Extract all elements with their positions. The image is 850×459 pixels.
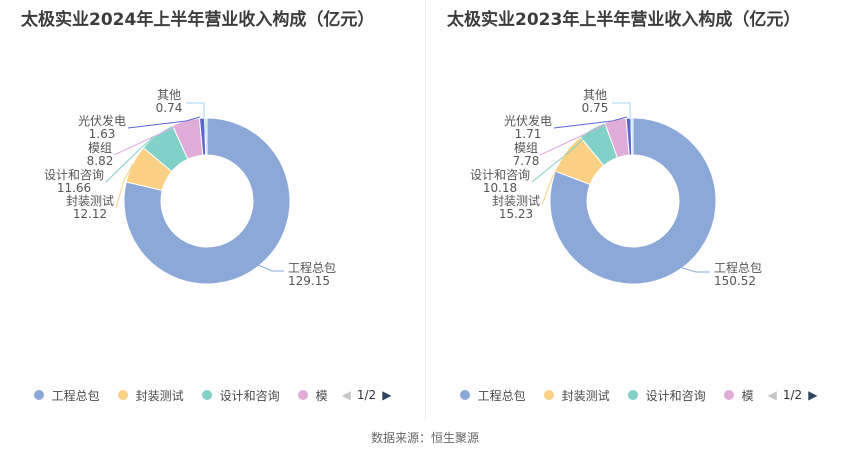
callout-value: 8.82 (86, 154, 114, 168)
chart-title-2023: 太极实业2023年上半年营业收入构成（亿元） (447, 10, 801, 30)
callout-module: 模组 8.82 (87, 142, 114, 168)
legend-page-indicator: 1/2 (782, 388, 803, 402)
callout-package: 封装测试 12.12 (66, 195, 114, 221)
legend-item-design[interactable]: 设计和咨询 (627, 387, 706, 404)
leader-line-other (186, 102, 205, 118)
leader-line-other (612, 102, 631, 118)
callout-design: 设计和咨询 11.66 (44, 169, 104, 195)
leader-line-module (113, 121, 185, 156)
data-source-note: 数据来源：恒生聚源 (370, 431, 479, 445)
callout-label: 工程总包 (288, 261, 337, 275)
legend-dot (723, 390, 734, 400)
callout-label: 光伏发电 (503, 114, 553, 128)
legend-label: 模 (741, 388, 754, 403)
chart-panel-2024: 太极实业2024年上半年营业收入构成（亿元） 其他 0.74 光伏发电 1.63… (0, 0, 425, 420)
leader-line-epc (678, 266, 710, 273)
callout-value: 129.15 (288, 274, 330, 288)
callout-pv: 光伏发电 1.63 (78, 115, 126, 141)
legend-item-module[interactable]: 模 (297, 387, 328, 404)
legend-item-package[interactable]: 封装测试 (543, 387, 610, 404)
callout-value: 7.78 (512, 154, 540, 168)
legend-dot (297, 390, 308, 400)
leader-line-epc (255, 263, 284, 272)
callout-value: 1.63 (88, 127, 116, 141)
leader-line-design (105, 135, 156, 183)
chart-title-2024: 太极实业2024年上半年营业收入构成（亿元） (21, 10, 375, 30)
callout-label: 封装测试 (491, 194, 541, 208)
callout-value: 1.71 (514, 127, 542, 141)
legend-page-indicator: 1/2 (356, 388, 377, 402)
leader-line-design (531, 129, 592, 183)
legend-label: 封装测试 (135, 388, 184, 403)
callout-value: 15.23 (498, 207, 534, 221)
callout-label: 工程总包 (714, 261, 763, 275)
callout-value: 11.66 (56, 181, 92, 195)
callout-label: 其他 (156, 88, 181, 102)
legend-dot (33, 390, 44, 400)
callout-value: 10.18 (482, 181, 518, 195)
callout-epc: 工程总包 129.15 (288, 262, 336, 288)
callout-value: 150.52 (714, 274, 756, 288)
callout-value: 0.74 (155, 101, 183, 115)
legend-dot (627, 390, 638, 400)
legend-item-package[interactable]: 封装测试 (117, 387, 184, 404)
legend-label: 设计和咨询 (219, 388, 280, 403)
callout-package: 封装测试 15.23 (492, 195, 540, 221)
legend-dot (543, 390, 554, 400)
callout-label: 其他 (582, 88, 607, 102)
donut-chart-2024 (105, 102, 291, 285)
legend-item-module[interactable]: 模 (723, 387, 754, 404)
legend-item-design[interactable]: 设计和咨询 (201, 387, 280, 404)
legend-next-icon[interactable]: ▶ (808, 388, 818, 402)
leader-line-package (541, 152, 567, 206)
legend-dot (201, 390, 212, 400)
chart-panel-2023: 太极实业2023年上半年营业收入构成（亿元） 其他 0.75 光伏发电 1.71… (425, 0, 850, 420)
leader-line-module (539, 120, 615, 156)
donut-chart-2023 (531, 102, 717, 285)
legend-dot (459, 390, 470, 400)
legend-item-epc[interactable]: 工程总包 (459, 387, 526, 404)
callout-other: 其他 0.74 (156, 89, 183, 115)
callout-label: 模组 (513, 141, 538, 155)
callout-epc: 工程总包 150.52 (714, 262, 762, 288)
donut-segments[interactable] (123, 117, 291, 285)
callout-label: 封装测试 (65, 194, 115, 208)
legend-label: 设计和咨询 (645, 388, 706, 403)
callout-value: 12.12 (72, 207, 108, 221)
callout-design: 设计和咨询 10.18 (470, 169, 530, 195)
donut-segment[interactable] (204, 117, 208, 156)
callout-label: 模组 (87, 141, 112, 155)
callout-label: 设计和咨询 (469, 168, 531, 182)
legend-prev-icon[interactable]: ◀ (767, 388, 777, 402)
donut-segments[interactable] (549, 117, 717, 285)
callout-label: 设计和咨询 (43, 168, 105, 182)
donut-segment[interactable] (123, 117, 291, 285)
callout-module: 模组 7.78 (513, 142, 540, 168)
callout-label: 光伏发电 (77, 114, 127, 128)
donut-segment[interactable] (549, 117, 717, 285)
legend-label: 工程总包 (51, 388, 100, 403)
donut-segment[interactable] (630, 117, 634, 156)
legend-2024: 工程总包 封装测试 设计和咨询 模 ◀ 1/2 ▶ (0, 384, 425, 406)
legend-label: 工程总包 (477, 388, 526, 403)
callout-value: 0.75 (581, 101, 609, 115)
callout-other: 其他 0.75 (582, 89, 609, 115)
callout-pv: 光伏发电 1.71 (504, 115, 552, 141)
legend-2023: 工程总包 封装测试 设计和咨询 模 ◀ 1/2 ▶ (426, 384, 850, 406)
legend-dot (117, 390, 128, 400)
leader-line-pv (127, 116, 201, 129)
legend-label: 模 (315, 388, 328, 403)
legend-pager: ◀ 1/2 ▶ (768, 388, 818, 402)
legend-item-epc[interactable]: 工程总包 (33, 387, 100, 404)
leader-line-package (115, 163, 134, 209)
leader-line-pv (553, 116, 628, 129)
legend-next-icon[interactable]: ▶ (382, 388, 392, 402)
legend-pager: ◀ 1/2 ▶ (342, 388, 392, 402)
legend-prev-icon[interactable]: ◀ (341, 388, 351, 402)
legend-label: 封装测试 (561, 388, 610, 403)
